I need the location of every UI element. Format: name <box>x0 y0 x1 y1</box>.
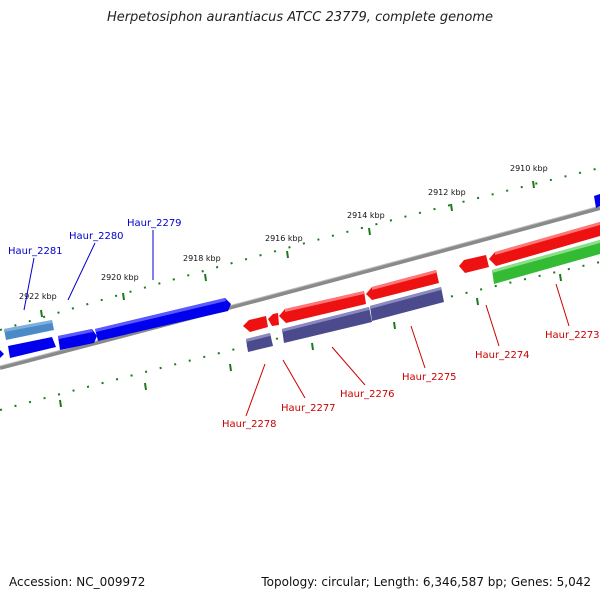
tick-label: 2912 kbp <box>428 188 466 197</box>
gene-label-haur-2278: Haur_2278 <box>222 419 277 430</box>
gene-haur-2278[interactable] <box>243 316 268 332</box>
genome-backbone <box>0 206 600 370</box>
gene-haur-2279[interactable] <box>95 298 231 341</box>
gene-haur-2276[interactable] <box>279 291 366 323</box>
tick-label: 2916 kbp <box>265 234 303 243</box>
leader-lines-forward <box>23 230 154 311</box>
gene-haur-2277[interactable] <box>268 313 279 326</box>
gene-purple-2[interactable] <box>282 307 372 343</box>
forward-genes <box>0 194 600 358</box>
gene-haur-2275[interactable] <box>366 270 439 300</box>
gene-label-haur-2276: Haur_2276 <box>340 389 395 400</box>
gene-haur-2281[interactable] <box>4 320 54 340</box>
gene-blue-edge[interactable] <box>594 194 600 208</box>
reverse-genes <box>243 222 600 352</box>
gene-green[interactable] <box>492 240 600 284</box>
gene-label-haur-2280: Haur_2280 <box>69 231 124 242</box>
gene-purple-3[interactable] <box>370 287 444 321</box>
inner-major-ticks <box>59 273 562 408</box>
tick-label: 2922 kbp <box>19 292 57 301</box>
accession-text: Accession: NC_009972 <box>9 575 146 589</box>
leader-lines-reverse <box>245 283 570 417</box>
gene-haur-2274[interactable] <box>459 255 489 273</box>
gene-label-haur-2281: Haur_2281 <box>8 246 63 257</box>
tick-label: 2914 kbp <box>347 211 385 220</box>
genome-summary-text: Topology: circular; Length: 6,346,587 bp… <box>261 575 591 589</box>
gene-label-haur-2274: Haur_2274 <box>475 350 530 361</box>
gene-label-haur-2279: Haur_2279 <box>127 218 182 229</box>
tick-label: 2918 kbp <box>183 254 221 263</box>
gene-blue-small[interactable] <box>8 337 56 358</box>
map-title: Herpetosiphon aurantiacus ATCC 23779, co… <box>106 10 494 25</box>
gene-label-haur-2275: Haur_2275 <box>402 372 457 383</box>
gene-haur-2273[interactable] <box>489 222 600 266</box>
ruler-major-ticks <box>40 180 535 318</box>
gene-label-haur-2273: Haur_2273 <box>545 330 600 341</box>
tick-label: 2920 kbp <box>101 273 139 282</box>
tick-label: 2910 kbp <box>510 164 548 173</box>
gene-label-haur-2277: Haur_2277 <box>281 403 336 414</box>
